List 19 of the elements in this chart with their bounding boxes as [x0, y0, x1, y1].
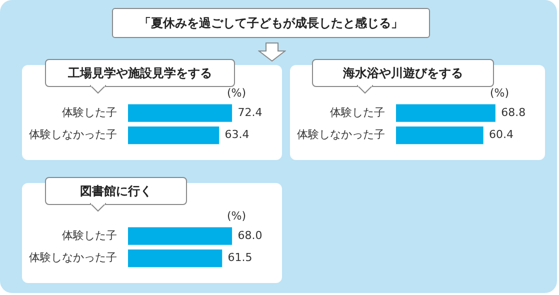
text: (%) — [226, 86, 246, 100]
data-label: 72.4 — [238, 106, 262, 119]
data-label: 61.5 — [228, 251, 252, 264]
data-label: 68.0 — [238, 228, 262, 242]
y-tick-label: 体験した子 — [62, 106, 117, 119]
text: 「夏休みを過ごして子どもが成長したと感じる」 — [112, 8, 430, 38]
y-tick-label: 体験しなかった子 — [29, 128, 117, 142]
data-label: 60.4 — [488, 128, 514, 142]
data-label: 68.8 — [501, 106, 526, 119]
data-label: 63.4 — [224, 128, 250, 142]
text: (%) — [490, 86, 509, 100]
y-tick-label: 体験した子 — [62, 228, 117, 242]
text: (%) — [226, 209, 246, 222]
chart-title: 海水浴や川遊びをする — [312, 59, 494, 87]
y-tick-label: 体験しなかった子 — [297, 128, 385, 142]
chart-title: 工場見学や施設見学をする — [45, 59, 235, 87]
y-tick-label: 体験した子 — [330, 106, 385, 119]
chart-title: 図書館に行く — [45, 177, 187, 205]
y-tick-label: 体験しなかった子 — [29, 251, 117, 264]
